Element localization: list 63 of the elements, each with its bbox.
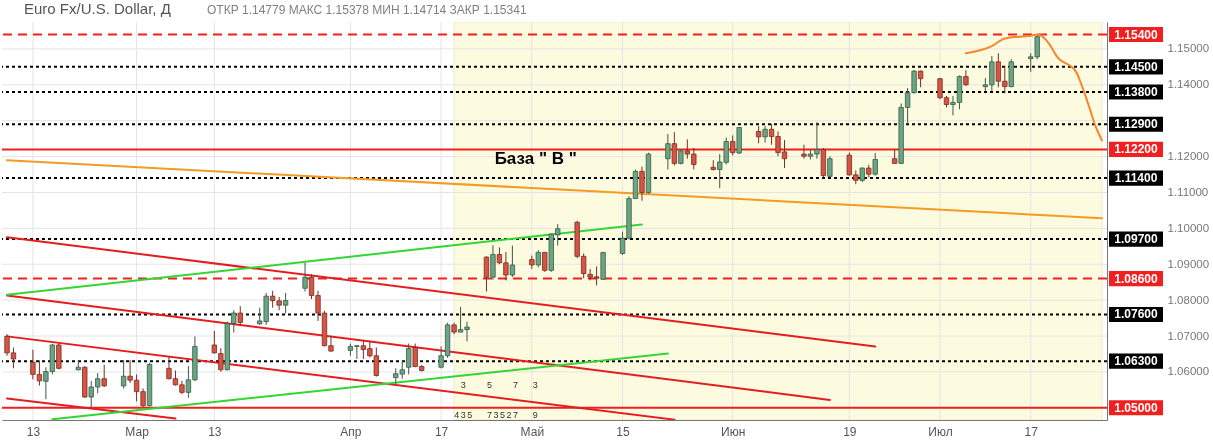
x-tick-label: 17 (1024, 424, 1039, 439)
candlestick (509, 245, 516, 278)
ref-line-label: 1.09700 (1114, 232, 1159, 247)
candlestick (406, 343, 412, 375)
candlestick (237, 305, 243, 326)
candlestick (762, 125, 768, 144)
candlestick (302, 262, 308, 293)
y-tick-label: 1.08000 (1167, 293, 1210, 306)
x-tick-label: 13 (208, 424, 222, 439)
ref-line-label: 1.12200 (1114, 142, 1159, 157)
annotation: 5 (486, 379, 492, 390)
ref-line-label: 1.12900 (1114, 117, 1159, 132)
candlestick (730, 134, 736, 156)
candlestick (282, 292, 289, 314)
annotation: 3 (532, 379, 538, 390)
candlestick (665, 133, 671, 170)
y-tick-label: 1.07000 (1167, 329, 1210, 342)
annotation: 4 (454, 410, 460, 421)
annotation: 2 (506, 410, 512, 421)
ref-line-label: 1.05000 (1114, 400, 1159, 415)
ref-line-label: 1.08600 (1114, 271, 1159, 286)
candlestick (639, 166, 645, 202)
ref-line-label: 1.07600 (1114, 307, 1159, 322)
x-tick-label: Апр (340, 424, 362, 439)
ref-line-label: 1.11400 (1114, 171, 1158, 186)
ref-line-label: 1.13800 (1114, 84, 1159, 99)
x-tick-label: Мар (125, 424, 150, 439)
x-tick-label: 13 (26, 424, 41, 439)
annotation: 3 (460, 410, 466, 421)
x-tick-label: Июн (721, 424, 746, 439)
x-tick-label: Май (520, 424, 545, 439)
ref-line-label: 1.06300 (1114, 354, 1159, 369)
candlestick (542, 251, 548, 273)
y-tick-label: 1.12000 (1167, 150, 1210, 163)
x-tick-label: 19 (843, 424, 857, 439)
ref-line-label: 1.14500 (1114, 59, 1159, 74)
annotation: 7 (512, 410, 518, 421)
candlestick (801, 144, 807, 160)
y-tick-label: 1.09000 (1167, 257, 1210, 270)
annotation: 3 (493, 410, 499, 421)
annotation: 9 (532, 410, 538, 421)
annotation: 7 (486, 410, 492, 421)
annotation: 5 (467, 410, 473, 421)
x-tick-label: 17 (434, 424, 449, 439)
y-tick-label: 1.06000 (1167, 365, 1210, 378)
ref-line-label: 1.15400 (1114, 27, 1159, 42)
chart-subtitle: ОТКР 1.14779 МАКС 1.15378 МИН 1.14714 ЗАКР 1.15341 (207, 3, 527, 17)
candlestick (671, 131, 678, 167)
line-series (964, 33, 1103, 142)
candlestick (872, 152, 878, 177)
x-tick-label: Июл (928, 424, 953, 439)
annotation: 7 (512, 379, 518, 390)
y-tick-label: 1.11000 (1167, 185, 1209, 198)
candlestick (483, 255, 490, 293)
annotation: 3 (460, 379, 466, 390)
y-tick-label: 1.15000 (1167, 42, 1210, 55)
x-tick-label: 15 (616, 424, 631, 439)
annotation: 5 (499, 410, 505, 421)
chart-title: Euro Fx/U.S. Dollar, Д (24, 0, 171, 17)
y-tick-label: 1.10000 (1167, 221, 1210, 234)
candlestick (490, 244, 496, 281)
annotation: База " В " (494, 149, 577, 169)
y-tick-label: 1.14000 (1167, 78, 1210, 91)
